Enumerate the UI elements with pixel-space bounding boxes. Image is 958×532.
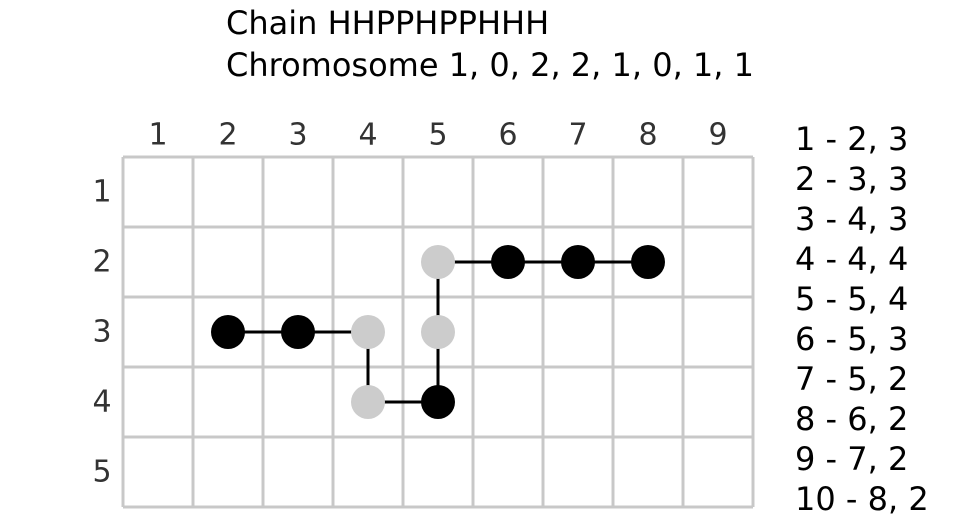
residues: [211, 245, 665, 419]
column-label: 9: [708, 117, 728, 153]
hydrophobic-residue: [281, 315, 315, 349]
chromosome-title: Chromosome 1, 0, 2, 2, 1, 0, 1, 1: [226, 46, 754, 84]
row-label: 3: [92, 314, 112, 350]
column-label: 8: [638, 117, 658, 153]
row-label: 4: [92, 384, 112, 420]
coordinate-entry: 7 - 5, 2: [795, 360, 909, 398]
coordinate-entry: 2 - 3, 3: [795, 160, 909, 198]
column-label: 4: [358, 117, 378, 153]
column-label: 7: [568, 117, 588, 153]
row-label: 1: [92, 174, 112, 210]
grid-lines: [121, 155, 755, 509]
row-label: 2: [92, 244, 112, 280]
polar-residue: [421, 315, 455, 349]
column-label: 1: [148, 117, 168, 153]
coordinate-entry: 1 - 2, 3: [795, 120, 909, 158]
column-label: 5: [428, 117, 448, 153]
polar-residue: [421, 245, 455, 279]
hydrophobic-residue: [491, 245, 525, 279]
hydrophobic-residue: [421, 385, 455, 419]
chain-title: Chain HHPPHPPHHH: [226, 4, 550, 42]
polar-residue: [351, 385, 385, 419]
coordinate-entry: 9 - 7, 2: [795, 440, 909, 478]
coordinate-entry: 4 - 4, 4: [795, 240, 909, 278]
column-label: 2: [218, 117, 238, 153]
coordinate-entry: 3 - 4, 3: [795, 200, 909, 238]
coordinate-entry: 6 - 5, 3: [795, 320, 909, 358]
row-label: 5: [92, 454, 112, 490]
coordinate-entry: 10 - 8, 2: [795, 480, 929, 518]
coordinate-entry: 8 - 6, 2: [795, 400, 909, 438]
coordinate-entry: 5 - 5, 4: [795, 280, 909, 318]
hydrophobic-residue: [211, 315, 245, 349]
column-label: 6: [498, 117, 518, 153]
column-label: 3: [288, 117, 308, 153]
hydrophobic-residue: [631, 245, 665, 279]
hydrophobic-residue: [561, 245, 595, 279]
polar-residue: [351, 315, 385, 349]
